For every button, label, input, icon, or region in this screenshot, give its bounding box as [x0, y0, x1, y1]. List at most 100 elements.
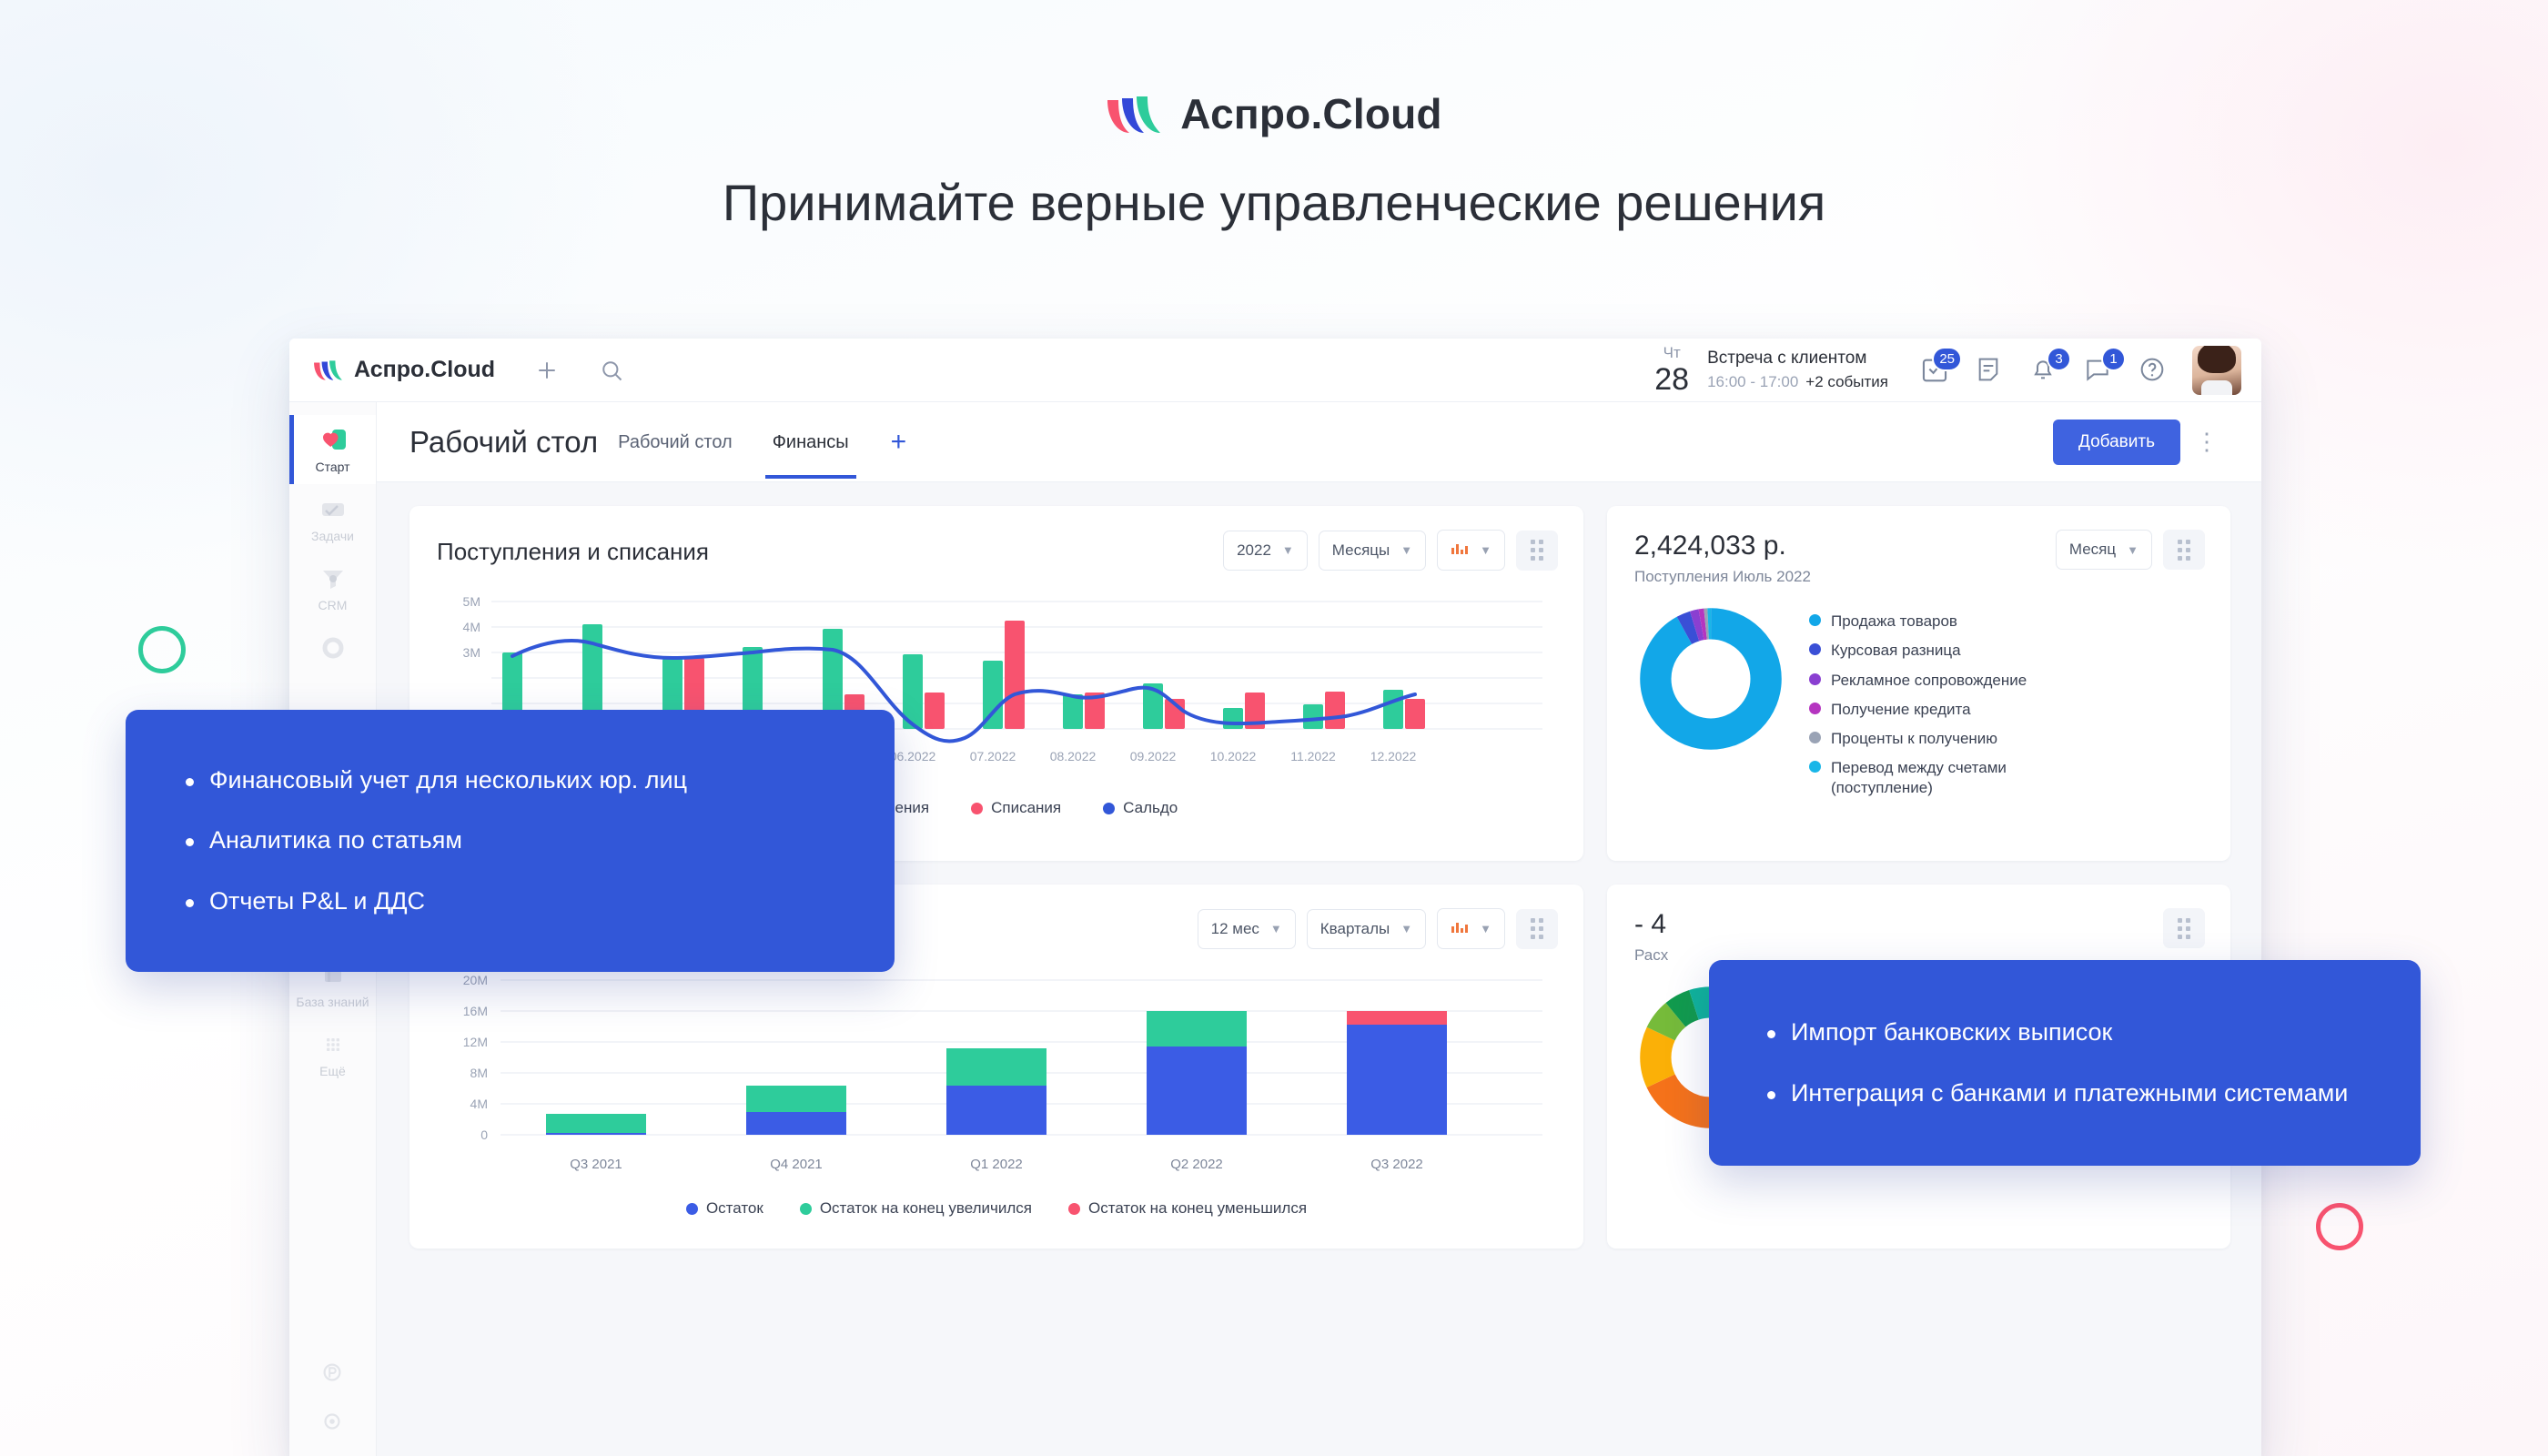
period-select[interactable]: Кварталы ▼ — [1306, 908, 1427, 949]
notes-icon[interactable] — [1974, 355, 2005, 386]
book-icon — [318, 962, 348, 989]
calendar-weekday: Чт — [1663, 344, 1681, 361]
card-income-donut: 2,424,033 р. Поступления Июль 2022 Месяц… — [1607, 506, 2230, 861]
legend-balance-dynamics: Остаток Остаток на конец увеличился Оста… — [410, 1196, 1583, 1241]
chart-type-select[interactable]: ▼ — [1437, 530, 1505, 571]
funnel-icon — [318, 565, 348, 592]
sidebar-item-account[interactable] — [289, 1348, 376, 1397]
year-select[interactable]: 2022 ▼ — [1223, 530, 1308, 571]
period-select[interactable]: Месяц ▼ — [2055, 530, 2152, 570]
period-select-value: Месяцы — [1331, 541, 1390, 559]
period-select-value: Месяц — [2068, 541, 2117, 558]
app-topbar: Аспро.Cloud Чт 28 Встреча с клиентом 16:… — [289, 339, 2261, 402]
grid-toggle-icon[interactable] — [1516, 908, 1558, 949]
tab-dashboard[interactable]: Рабочий стол — [618, 432, 733, 452]
aspro-logo-icon-small — [313, 359, 344, 381]
chevron-down-icon: ▼ — [1480, 543, 1491, 557]
svg-text:20M: 20M — [463, 973, 488, 987]
grid-toggle-icon[interactable] — [2163, 908, 2205, 948]
chevron-down-icon: ▼ — [1400, 543, 1413, 557]
page-kebab-menu-icon[interactable]: ⋮ — [2195, 428, 2219, 455]
decor-ring-green-left — [138, 626, 186, 673]
legend-item-expense[interactable]: Списания — [971, 799, 1061, 817]
chevron-down-icon: ▼ — [1480, 922, 1491, 935]
period-select[interactable]: Месяцы ▼ — [1318, 530, 1427, 571]
legend-item[interactable]: Проценты к получению — [1809, 729, 2050, 748]
help-icon[interactable] — [2138, 355, 2169, 386]
decor-ring-pink-right — [2316, 1203, 2363, 1250]
legend-label: Проценты к получению — [1831, 730, 1998, 747]
chat-badge: 1 — [2101, 346, 2126, 371]
tab-bar: Рабочий стол Финансы + — [598, 405, 928, 479]
page-headline: Принимайте верные управленческие решения — [722, 174, 1826, 231]
legend-item-saldo[interactable]: Сальдо — [1103, 799, 1178, 817]
chart-type-select[interactable]: ▼ — [1437, 908, 1505, 949]
sidebar-label-start: Старт — [315, 460, 350, 474]
tab-finance[interactable]: Финансы — [753, 405, 869, 479]
chart-balance-dynamics: 20M 16M 12M 8M 4M 0 — [410, 949, 1583, 1196]
search-icon[interactable] — [599, 358, 624, 383]
legend-item[interactable]: Рекламное сопровождение — [1809, 671, 2050, 690]
sidebar-item-settings[interactable] — [289, 1397, 376, 1446]
callout-item: Финансовый учет для нескольких юр. лиц — [178, 764, 842, 797]
event-title: Встреча с клиентом — [1707, 349, 1867, 368]
expense-total-amount: - 4 — [1634, 909, 1667, 939]
range-select[interactable]: 12 мес ▼ — [1197, 908, 1296, 949]
callout-item: Отчеты P&L и ДДС — [178, 885, 842, 918]
period-select-value: Кварталы — [1320, 919, 1390, 937]
legend-item-balance-increased[interactable]: Остаток на конец увеличился — [799, 1199, 1032, 1218]
plus-icon[interactable] — [533, 357, 561, 384]
legend-item[interactable]: Получение кредита — [1809, 700, 2050, 719]
sidebar-item-finance[interactable] — [289, 622, 376, 677]
chat-icon[interactable]: 1 — [2083, 346, 2126, 386]
legend-item-balance-decreased[interactable]: Остаток на конец уменьшился — [1068, 1199, 1307, 1218]
callout-item: Интеграция с банками и платежными систем… — [1760, 1077, 2370, 1110]
svg-text:4M: 4M — [470, 1097, 488, 1111]
callout-finance-features: Финансовый учет для нескольких юр. лиц А… — [126, 710, 895, 972]
legend-item[interactable]: Продажа товаров — [1809, 612, 2050, 631]
grid-toggle-icon[interactable] — [1516, 530, 1558, 571]
bar-chart-icon — [1451, 919, 1469, 938]
sidebar-item-crm[interactable]: CRM — [289, 553, 376, 622]
sidebar-label-knowledge-base: База знаний — [296, 995, 369, 1010]
legend-item[interactable]: Курсовая разница — [1809, 641, 2050, 660]
legend-income-donut: Продажа товаров Курсовая разница Рекламн… — [1809, 606, 2050, 797]
event-summary[interactable]: Встреча с клиентом 16:00 - 17:00 +2 событ… — [1707, 349, 1888, 391]
legend-label: Курсовая разница — [1831, 642, 1961, 660]
calendar-day: 28 — [1654, 362, 1690, 397]
chevron-down-icon: ▼ — [1281, 543, 1294, 557]
svg-text:8M: 8M — [470, 1066, 488, 1080]
income-total-amount: 2,424,033 р. — [1634, 531, 1786, 561]
legend-label-expense: Списания — [991, 799, 1062, 816]
bell-icon[interactable]: 3 — [2028, 346, 2071, 386]
add-button[interactable]: Добавить — [2053, 419, 2180, 465]
chevron-down-icon: ▼ — [2127, 542, 2138, 557]
sidebar-item-start[interactable]: Старт — [289, 415, 376, 485]
sidebar-item-knowledge-base[interactable]: База знаний — [289, 950, 376, 1019]
tab-add-icon[interactable]: + — [890, 426, 907, 457]
legend-label: Продажа товаров — [1831, 612, 1957, 630]
sidebar-label-more: Ещё — [319, 1064, 346, 1079]
svg-text:Q4 2021: Q4 2021 — [770, 1157, 823, 1172]
legend-item-balance[interactable]: Остаток — [685, 1199, 763, 1218]
grid-icon — [318, 1031, 348, 1058]
svg-text:3M: 3M — [463, 645, 480, 660]
legend-item[interactable]: Перевод между счетами (поступление) — [1809, 758, 2050, 797]
legend-label-balance-decreased: Остаток на конец уменьшился — [1088, 1199, 1308, 1217]
svg-text:5M: 5M — [463, 594, 480, 609]
legend-label: Получение кредита — [1831, 700, 1971, 718]
bar-chart-icon — [1451, 541, 1469, 560]
svg-text:12M: 12M — [463, 1035, 488, 1049]
grid-toggle-icon[interactable] — [2163, 530, 2205, 570]
calendar-date: Чт 28 — [1654, 345, 1689, 395]
user-avatar[interactable] — [2192, 345, 2241, 395]
sidebar-item-tasks[interactable]: Задачи — [289, 484, 376, 553]
svg-text:10.2022: 10.2022 — [1210, 749, 1257, 763]
sidebar-item-more[interactable]: Ещё — [289, 1019, 376, 1088]
svg-text:Q1 2022: Q1 2022 — [970, 1157, 1023, 1172]
tasks-calendar-icon[interactable]: 25 — [1919, 346, 1962, 386]
income-subtitle: Поступления Июль 2022 — [1634, 568, 1811, 585]
page-title: Рабочий стол — [410, 424, 599, 459]
tasks-icon — [318, 496, 348, 523]
settings-icon — [318, 1409, 348, 1436]
